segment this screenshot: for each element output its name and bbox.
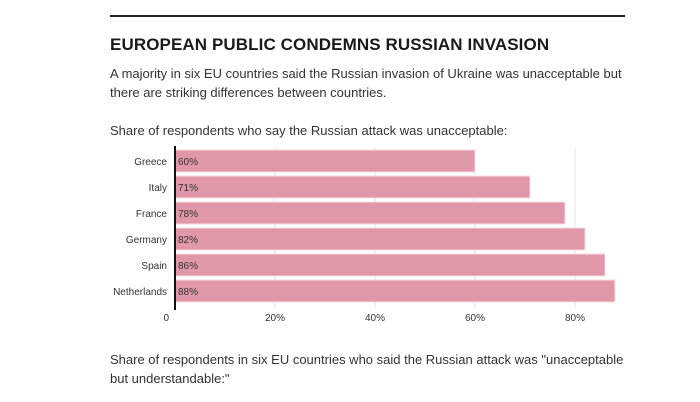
value-label-3: 82% [178, 235, 198, 246]
category-label-1: Italy [149, 183, 167, 194]
page-title: EUROPEAN PUBLIC CONDEMNS RUSSIAN INVASIO… [110, 35, 550, 54]
category-label-3: Germany [126, 235, 167, 246]
chart-title: Share of respondents who say the Russian… [110, 123, 508, 138]
top-rule [110, 15, 625, 17]
category-label-2: France [136, 209, 168, 220]
value-label-5: 88% [178, 287, 198, 298]
x-tick-label-3: 60% [465, 313, 485, 324]
category-label-4: Spain [141, 261, 167, 272]
x-tick-label-4: 80% [565, 313, 585, 324]
bar-2 [174, 201, 566, 225]
bar-5 [174, 279, 616, 303]
category-label-0: Greece [134, 157, 167, 168]
category-label-5: Netherlands [113, 287, 167, 298]
bar-0 [174, 149, 476, 173]
page-subtitle: A majority in six EU countries said the … [110, 66, 622, 100]
value-label-4: 86% [178, 261, 198, 272]
x-tick-label-2: 40% [365, 313, 385, 324]
bar-3 [174, 227, 586, 251]
x-tick-label-0: 0 [163, 313, 169, 324]
x-tick-label-1: 20% [265, 313, 285, 324]
footnote: Share of respondents in six EU countries… [110, 352, 624, 386]
value-label-0: 60% [178, 157, 198, 168]
value-label-1: 71% [178, 183, 198, 194]
value-label-2: 78% [178, 209, 198, 220]
bar-4 [174, 253, 606, 277]
bar-1 [174, 175, 531, 199]
